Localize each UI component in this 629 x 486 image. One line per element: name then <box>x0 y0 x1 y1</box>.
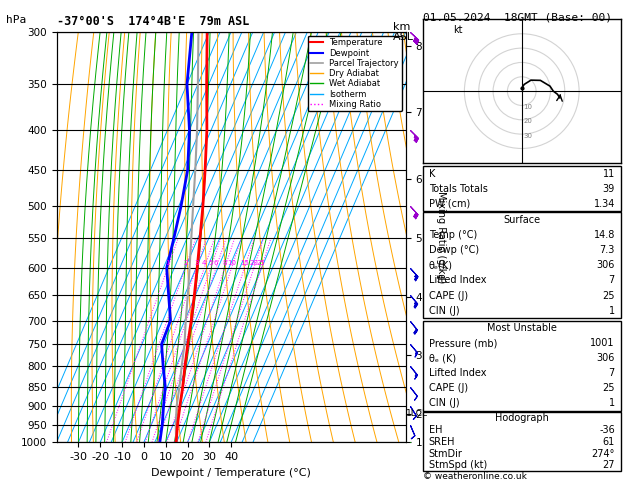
Text: 11: 11 <box>603 169 615 179</box>
Text: StmSpd (kt): StmSpd (kt) <box>428 461 487 470</box>
Text: 15: 15 <box>240 260 249 266</box>
Text: Lifted Index: Lifted Index <box>428 276 486 285</box>
Text: Dewp (°C): Dewp (°C) <box>428 245 479 255</box>
Text: 7.3: 7.3 <box>599 245 615 255</box>
Y-axis label: Mixing Ratio (g/kg): Mixing Ratio (g/kg) <box>436 191 446 283</box>
Text: 8: 8 <box>223 260 227 266</box>
Text: 7: 7 <box>609 368 615 378</box>
Text: θₑ(K): θₑ(K) <box>428 260 453 270</box>
Text: 25: 25 <box>603 291 615 301</box>
Text: ASL: ASL <box>393 32 414 42</box>
Text: PW (cm): PW (cm) <box>428 199 470 209</box>
Text: SREH: SREH <box>428 437 455 447</box>
Text: 1001: 1001 <box>591 338 615 348</box>
Text: θₑ (K): θₑ (K) <box>428 353 456 363</box>
Text: 7: 7 <box>609 276 615 285</box>
Text: 2: 2 <box>183 260 187 266</box>
Text: CIN (J): CIN (J) <box>428 398 459 408</box>
Text: CAPE (J): CAPE (J) <box>428 291 468 301</box>
Text: StmDir: StmDir <box>428 449 462 459</box>
Text: K: K <box>428 169 435 179</box>
Text: 1: 1 <box>609 398 615 408</box>
Text: Lifted Index: Lifted Index <box>428 368 486 378</box>
Text: 10: 10 <box>523 104 532 110</box>
Text: Temp (°C): Temp (°C) <box>428 230 477 240</box>
Text: Totals Totals: Totals Totals <box>428 184 487 194</box>
Text: hPa: hPa <box>6 15 26 25</box>
Text: 14.8: 14.8 <box>594 230 615 240</box>
Text: 20: 20 <box>249 260 259 266</box>
Text: 27: 27 <box>603 461 615 470</box>
Legend: Temperature, Dewpoint, Parcel Trajectory, Dry Adiabat, Wet Adiabat, Isotherm, Mi: Temperature, Dewpoint, Parcel Trajectory… <box>308 36 401 111</box>
Text: 1LCL: 1LCL <box>406 409 428 418</box>
Text: 10: 10 <box>227 260 236 266</box>
Text: 6: 6 <box>214 260 218 266</box>
X-axis label: Dewpoint / Temperature (°C): Dewpoint / Temperature (°C) <box>151 468 311 478</box>
Text: 25: 25 <box>257 260 265 266</box>
Text: Pressure (mb): Pressure (mb) <box>428 338 497 348</box>
Text: 3: 3 <box>194 260 199 266</box>
Text: 39: 39 <box>603 184 615 194</box>
Text: 1: 1 <box>165 260 170 266</box>
Text: Surface: Surface <box>503 215 540 225</box>
Text: Hodograph: Hodograph <box>495 413 548 423</box>
Text: CAPE (J): CAPE (J) <box>428 383 468 393</box>
Text: -36: -36 <box>599 425 615 435</box>
Text: 306: 306 <box>596 260 615 270</box>
Text: EH: EH <box>428 425 442 435</box>
Text: 30: 30 <box>523 133 532 139</box>
Text: 4: 4 <box>202 260 206 266</box>
Text: -37°00'S  174°4B'E  79m ASL: -37°00'S 174°4B'E 79m ASL <box>57 15 249 28</box>
Text: Most Unstable: Most Unstable <box>487 323 557 333</box>
Text: 1: 1 <box>609 306 615 316</box>
Text: kt: kt <box>453 25 462 35</box>
Text: 25: 25 <box>603 383 615 393</box>
Text: 61: 61 <box>603 437 615 447</box>
Text: 1.34: 1.34 <box>594 199 615 209</box>
Text: 306: 306 <box>596 353 615 363</box>
Text: © weatheronline.co.uk: © weatheronline.co.uk <box>423 472 526 481</box>
Text: 274°: 274° <box>591 449 615 459</box>
Text: CIN (J): CIN (J) <box>428 306 459 316</box>
Text: 01.05.2024  18GMT (Base: 00): 01.05.2024 18GMT (Base: 00) <box>423 12 611 22</box>
Text: 20: 20 <box>523 119 532 124</box>
Text: 5: 5 <box>208 260 213 266</box>
Text: km: km <box>393 22 411 32</box>
